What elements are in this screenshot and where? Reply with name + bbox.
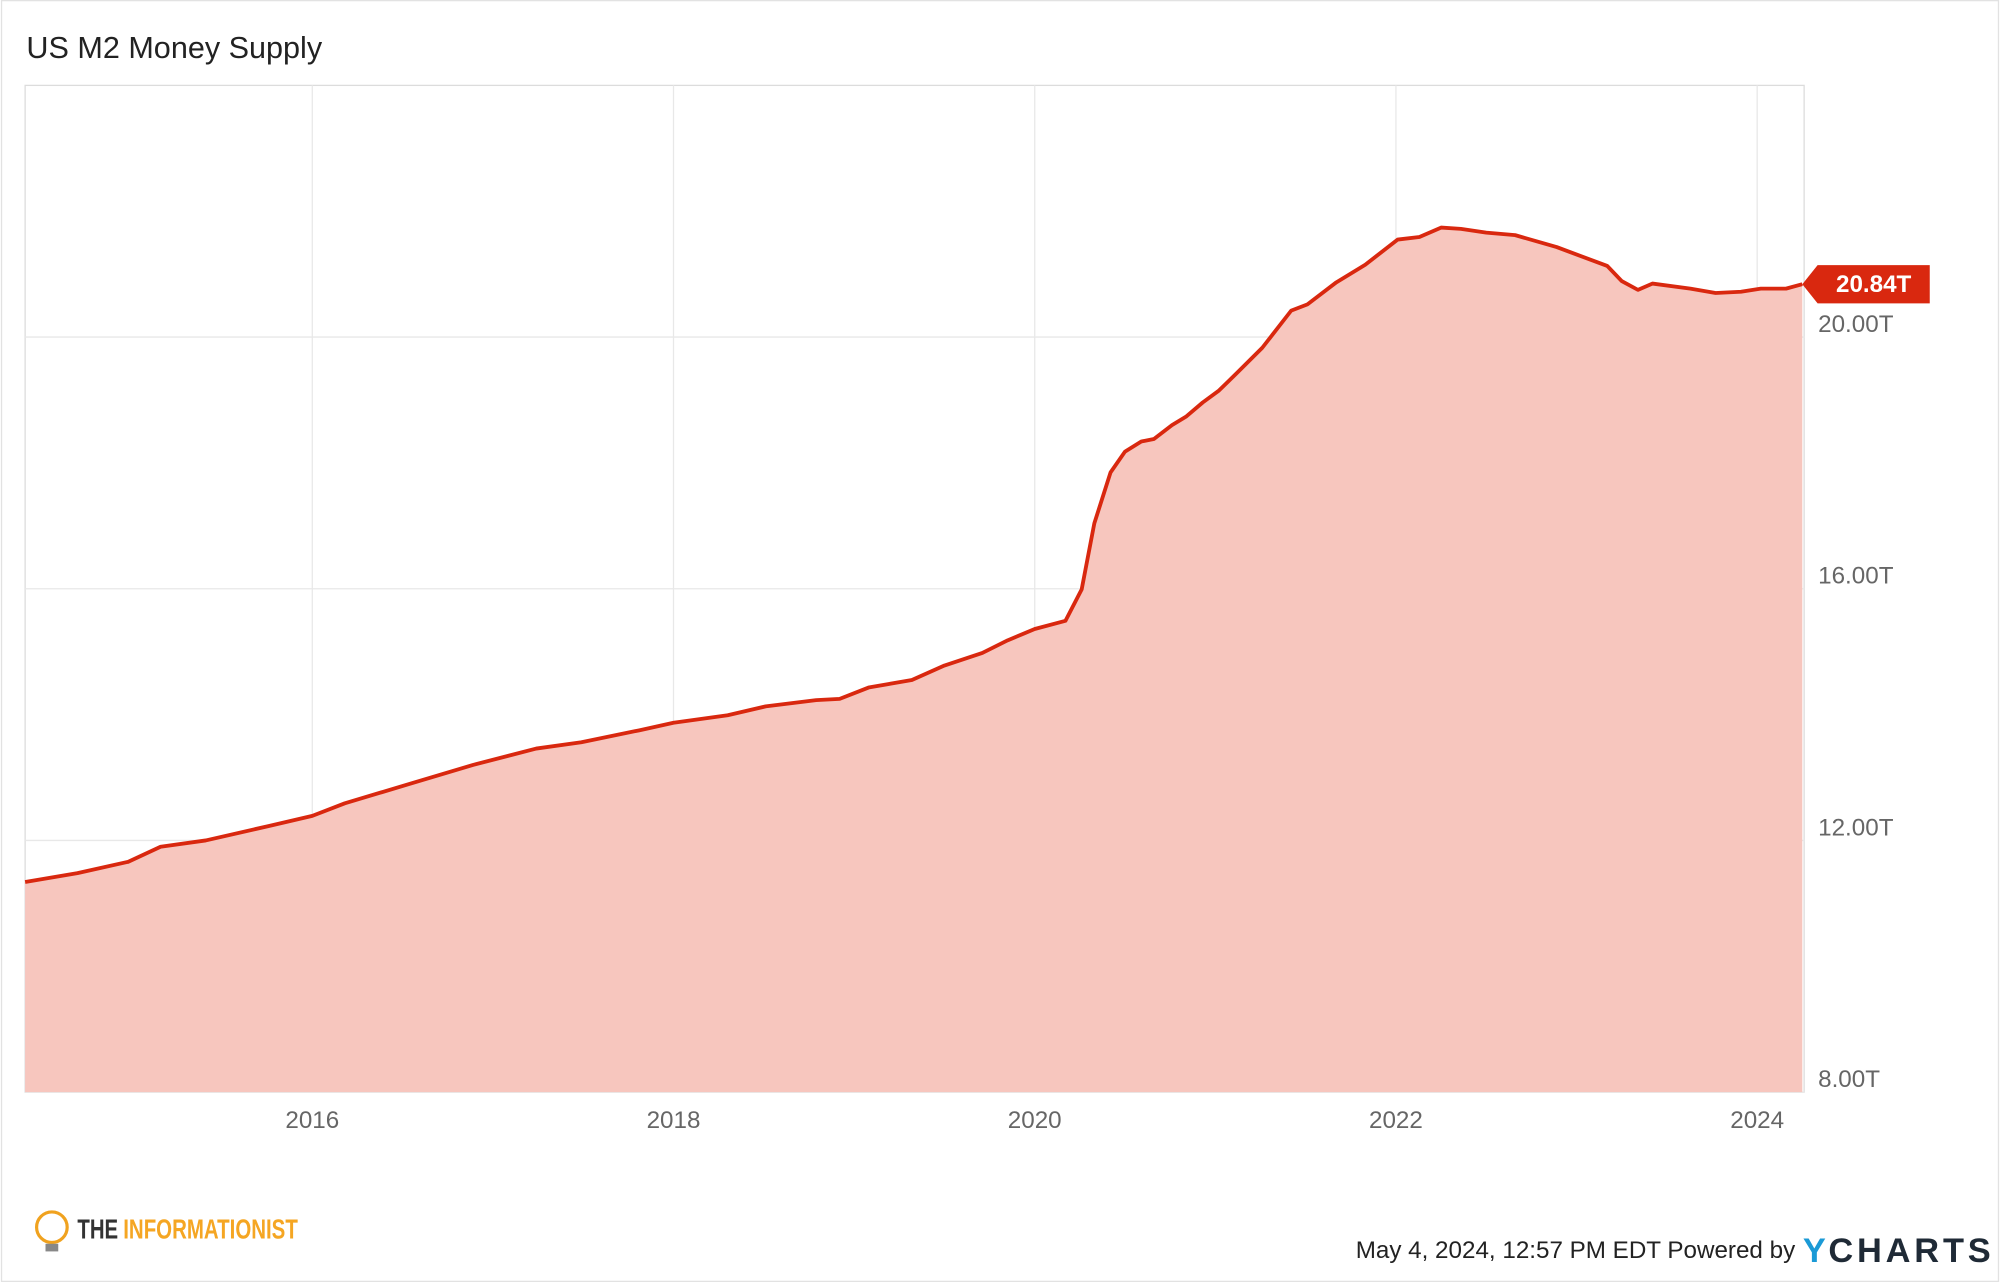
y-tick-label: 20.00T [1818, 311, 1894, 338]
plot: 8.00T 12.00T 16.00T 20.00T 2016 2018 2020 2022 2… [24, 84, 1894, 1134]
watermark-prefix: THE [77, 1213, 118, 1244]
value-label: 20.84T [1836, 271, 1912, 298]
x-tick-label: 2016 [285, 1107, 339, 1134]
y-tick-label: 8.00T [1818, 1066, 1880, 1093]
watermark: THE INFORMATIONIST [34, 1210, 298, 1252]
x-tick-label: 2022 [1369, 1107, 1423, 1134]
x-tick-label: 2020 [1008, 1107, 1062, 1134]
value-label-box [1802, 265, 1930, 304]
logo-name: CHARTS [1828, 1232, 1994, 1270]
y-tick-label: 12.00T [1818, 814, 1894, 841]
area-fill [25, 227, 1803, 1093]
watermark-name: INFORMATIONIST [123, 1213, 298, 1244]
x-tick-label: 2024 [1730, 1107, 1784, 1134]
line [24, 225, 1803, 884]
bulb-icon [34, 1210, 69, 1245]
bulb-base [45, 1243, 59, 1252]
x-tick-label: 2018 [647, 1107, 701, 1134]
chart-title: US M2 Money Supply [26, 31, 322, 65]
footer: May 4, 2024, 12:57 PM EDT Powered by [1356, 1237, 1796, 1264]
logo-mark: Y [1803, 1232, 1826, 1270]
y-tick-label: 16.00T [1818, 563, 1894, 590]
